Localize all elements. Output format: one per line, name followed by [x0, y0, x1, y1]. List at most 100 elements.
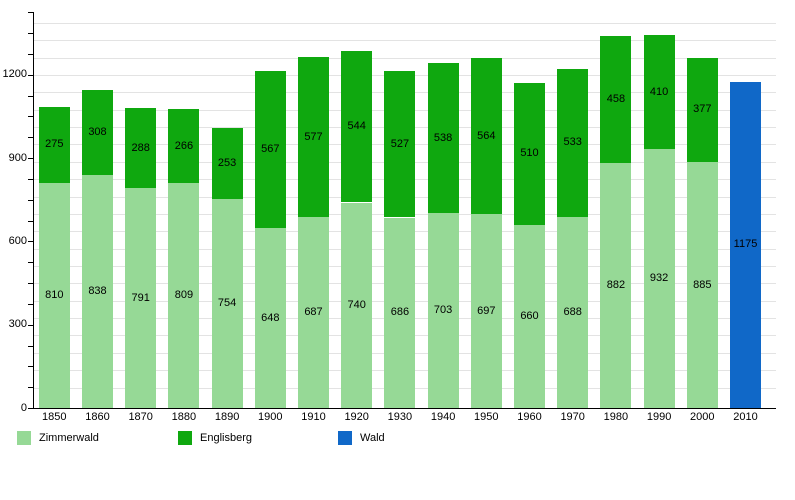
bar-segment-englisberg-1960: [514, 83, 545, 225]
bar-segment-englisberg-1900: [254, 70, 286, 228]
bar-segment-zimmerwald-1930: [384, 217, 416, 408]
bar-segment-englisberg-1880: [168, 109, 200, 184]
bar-value-label: 377: [693, 103, 712, 116]
bar-segment-englisberg-1990: [643, 35, 675, 150]
y-axis-tick: [28, 283, 33, 284]
bar-segment-zimmerwald-1960: [514, 224, 545, 408]
bar-segment-englisberg-2000: [686, 57, 718, 163]
bar-value-label: 275: [45, 138, 64, 151]
y-axis-tick: [28, 158, 33, 159]
bar-segment-englisberg-1950: [470, 57, 502, 215]
bar-segment-englisberg-1920: [341, 51, 373, 203]
x-axis-label-1910: 1910: [301, 411, 326, 423]
bar-value-label: 567: [261, 142, 280, 155]
y-axis-label-600: 600: [8, 234, 27, 247]
y-axis-tick: [28, 220, 33, 222]
bar-value-label: 885: [693, 278, 712, 291]
bar-value-label: 686: [390, 306, 410, 319]
bar-segment-zimmerwald-2000: [686, 162, 718, 408]
bar-segment-englisberg-1970: [557, 68, 589, 217]
legend-item-zimmerwald: Zimmerwald: [17, 429, 99, 446]
y-axis-tick: [28, 33, 33, 34]
y-axis-tick: [28, 303, 33, 305]
legend-swatch-wald: [338, 430, 352, 445]
bar-value-label: 410: [649, 85, 669, 98]
bar-segment-zimmerwald-1880: [168, 183, 200, 408]
bar-segment-wald-2010: [730, 81, 761, 408]
legend-label-zimmerwald: Zimmerwald: [39, 431, 99, 444]
bar-value-label: 838: [88, 285, 107, 298]
chart-legend: Zimmerwald Englisberg Wald: [0, 429, 795, 449]
bar-value-label: 660: [520, 309, 539, 322]
bar-value-label: 687: [304, 306, 323, 319]
bar-segment-zimmerwald-1900: [254, 228, 286, 408]
bar-value-label: 754: [217, 296, 237, 309]
legend-label-wald: Wald: [360, 431, 385, 444]
x-axis-label-1850: 1850: [42, 411, 67, 423]
bar-value-label: 688: [563, 305, 582, 318]
y-axis-tick: [28, 345, 33, 347]
y-axis-tick: [28, 74, 33, 76]
x-axis-label-1920: 1920: [344, 411, 369, 423]
bar-value-label: 882: [606, 279, 626, 291]
y-axis-line: [33, 12, 34, 409]
legend-item-wald: Wald: [338, 429, 385, 446]
bar-value-label: 791: [131, 291, 150, 304]
bar-segment-zimmerwald-1850: [38, 183, 70, 408]
bar-value-label: 510: [520, 147, 539, 160]
bar-segment-englisberg-1980: [600, 35, 632, 163]
gridline: [33, 57, 776, 59]
bar-value-label: 809: [174, 289, 194, 302]
y-axis-tick: [28, 262, 33, 264]
bar-value-label: 932: [649, 272, 669, 285]
bar-segment-zimmerwald-1970: [557, 216, 589, 408]
y-axis-label-300: 300: [8, 318, 27, 331]
x-axis-label-1960: 1960: [517, 411, 542, 423]
x-axis-label-2000: 2000: [690, 411, 715, 423]
bar-value-label: 564: [477, 129, 496, 142]
bar-value-label: 308: [88, 126, 107, 138]
bar-segment-zimmerwald-1870: [125, 188, 157, 408]
y-axis-label-0: 0: [20, 401, 27, 414]
x-axis-label-1990: 1990: [646, 411, 672, 423]
bar-segment-zimmerwald-1990: [643, 149, 675, 408]
bar-value-label: 288: [131, 141, 150, 154]
bar-value-label: 544: [347, 120, 366, 133]
bar-segment-zimmerwald-1950: [470, 214, 502, 408]
bar-segment-zimmerwald-1890: [211, 198, 243, 408]
x-axis-label-1890: 1890: [214, 411, 240, 423]
bar-value-label: 1175: [733, 238, 758, 251]
bar-value-label: 266: [174, 139, 194, 152]
y-axis-tick: [28, 137, 33, 139]
bar-value-label: 703: [433, 303, 453, 316]
bar-segment-zimmerwald-1980: [600, 163, 632, 408]
bar-value-label: 253: [217, 156, 237, 169]
bar-value-label: 533: [563, 136, 582, 149]
y-axis-tick: [28, 366, 33, 368]
x-axis-label-1950: 1950: [474, 411, 499, 423]
x-axis-label-1880: 1880: [171, 411, 197, 423]
legend-swatch-englisberg: [178, 430, 192, 445]
bar-segment-englisberg-1860: [82, 89, 113, 176]
y-axis-tick: [28, 178, 33, 180]
bar-value-label: 458: [606, 92, 626, 105]
y-axis-tick: [28, 408, 33, 409]
x-axis-label-1870: 1870: [128, 411, 153, 423]
bar-segment-zimmerwald-1910: [298, 217, 329, 408]
legend-label-englisberg: Englisberg: [200, 431, 252, 444]
bar-segment-zimmerwald-1860: [82, 175, 113, 408]
x-axis-label-1980: 1980: [603, 411, 629, 423]
bar-value-label: 697: [477, 304, 496, 317]
legend-swatch-zimmerwald: [17, 430, 31, 445]
gridline: [33, 40, 776, 42]
x-axis-label-1860: 1860: [85, 411, 110, 423]
y-axis-tick: [28, 324, 33, 326]
y-axis-tick: [28, 387, 33, 389]
bar-segment-englisberg-1850: [38, 106, 70, 183]
x-axis-label-1900: 1900: [258, 411, 283, 423]
x-axis-line: [33, 408, 776, 409]
bar-value-label: 740: [347, 298, 366, 311]
y-axis-tick: [28, 199, 33, 201]
gridline: [33, 22, 776, 24]
